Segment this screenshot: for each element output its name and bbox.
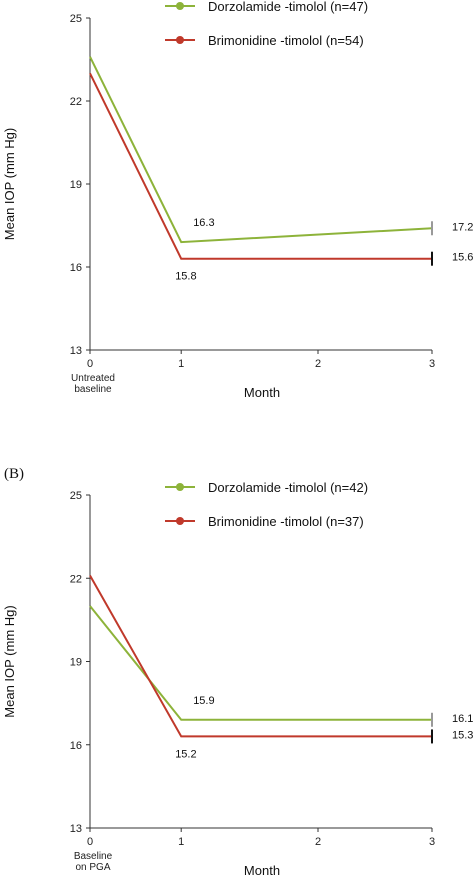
legend-entry: Brimonidine -timolol (n=54) (208, 33, 364, 48)
x-tick-label: 2 (315, 836, 321, 848)
panel-label: (B) (4, 466, 24, 482)
y-axis-title: Mean IOP (mm Hg) (2, 605, 17, 717)
y-tick-label: 22 (70, 96, 82, 108)
series-line-1 (89, 605, 432, 721)
legend-swatch-marker (176, 517, 184, 525)
data-label: 15.2 (175, 748, 196, 760)
data-label: 15.9 (193, 695, 214, 707)
x-tick-label: 0 (87, 358, 93, 370)
x-tick-label: 0 (87, 836, 93, 848)
data-label: 15.8 (175, 271, 196, 283)
y-tick-label: 13 (70, 345, 82, 357)
y-tick-label: 25 (70, 490, 82, 502)
y-tick-label: 16 (70, 740, 82, 752)
data-label: 16.1 (452, 713, 473, 725)
x0-sublabel: on PGA (75, 862, 110, 873)
x-axis-title: Month (244, 863, 280, 878)
x0-sublabel: Baseline (74, 851, 113, 862)
x-tick-label: 1 (178, 358, 184, 370)
series-line-2 (89, 72, 432, 260)
series-line-2 (89, 574, 432, 738)
x-tick-label: 3 (429, 836, 435, 848)
x-axis-title: Month (244, 385, 280, 400)
x0-sublabel: baseline (74, 384, 112, 395)
series-line-1 (89, 56, 433, 244)
y-tick-label: 25 (70, 13, 82, 25)
data-label: 17.2 (452, 221, 473, 233)
x-tick-label: 2 (315, 358, 321, 370)
data-label: 15.6 (452, 252, 473, 264)
data-label: 15.3 (452, 729, 473, 741)
y-axis-title: Mean IOP (mm Hg) (2, 128, 17, 240)
y-tick-label: 13 (70, 823, 82, 835)
x0-sublabel: Untreated (71, 373, 115, 384)
y-tick-label: 16 (70, 262, 82, 274)
y-tick-label: 19 (70, 657, 82, 669)
x-tick-label: 1 (178, 836, 184, 848)
legend-swatch-marker (176, 36, 184, 44)
legend-entry: Dorzolamide -timolol (n=47) (208, 0, 368, 14)
legend-swatch-marker (176, 2, 184, 10)
y-tick-label: 22 (70, 573, 82, 585)
y-tick-label: 19 (70, 179, 82, 191)
legend-swatch-marker (176, 483, 184, 491)
legend-entry: Brimonidine -timolol (n=37) (208, 514, 364, 529)
legend-entry: Dorzolamide -timolol (n=42) (208, 480, 368, 495)
data-label: 16.3 (193, 217, 214, 229)
x-tick-label: 3 (429, 358, 435, 370)
